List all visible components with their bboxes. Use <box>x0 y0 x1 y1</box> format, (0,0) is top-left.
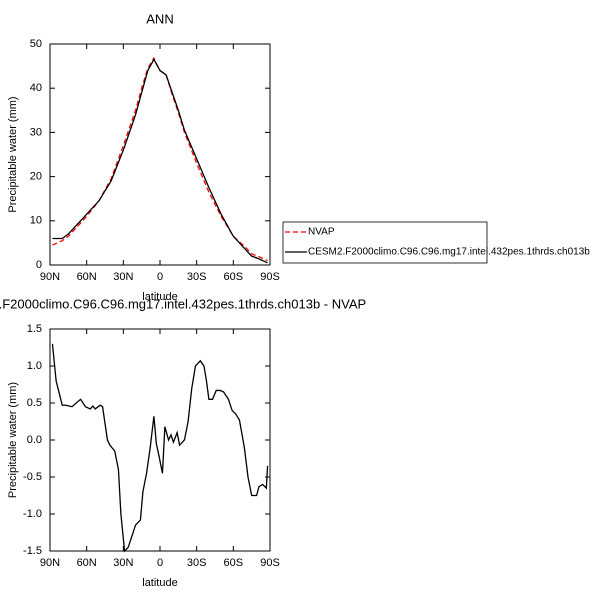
y-tick-label: 1.0 <box>27 360 42 372</box>
y-tick-label: 30 <box>30 126 42 138</box>
chart-title: CESM2.F2000climo.C96.C96.mg17.intel.432p… <box>0 296 366 311</box>
y-tick-label: -1.5 <box>23 545 42 557</box>
x-tick-label: 90N <box>40 557 60 569</box>
x-axis-label: latitude <box>142 577 177 589</box>
x-tick-label: 90S <box>260 271 280 283</box>
y-tick-label: 0.5 <box>27 397 42 409</box>
x-tick-label: 30S <box>187 271 207 283</box>
x-tick-label: 30S <box>187 557 207 569</box>
x-tick-label: 0 <box>157 271 163 283</box>
x-tick-label: 60N <box>77 557 97 569</box>
y-tick-label: 50 <box>30 38 42 50</box>
y-tick-label: -1.0 <box>23 508 42 520</box>
plot-frame <box>49 43 271 266</box>
x-tick-label: 30N <box>113 557 133 569</box>
x-tick-label: 60S <box>224 271 244 283</box>
x-tick-label: 30N <box>113 271 133 283</box>
y-tick-label: -0.5 <box>23 471 42 483</box>
y-tick-label: 10 <box>30 215 42 227</box>
chart-title: ANN <box>146 11 173 26</box>
legend-label: CESM2.F2000climo.C96.C96.mg17.intel.432p… <box>308 247 590 258</box>
plot-frame <box>49 328 271 552</box>
x-tick-label: 90N <box>40 271 60 283</box>
data-line <box>52 58 268 264</box>
y-axis-label: Precipitable water (mm) <box>7 96 19 212</box>
y-tick-label: 0.0 <box>27 434 42 446</box>
data-line <box>52 56 268 262</box>
legend-box <box>282 221 488 264</box>
y-tick-label: 40 <box>30 82 42 94</box>
legend-label: NVAP <box>308 227 335 238</box>
x-tick-label: 60S <box>224 557 244 569</box>
x-tick-label: 0 <box>157 557 163 569</box>
x-axis-label: latitude <box>142 291 177 303</box>
x-tick-label: 60N <box>77 271 97 283</box>
y-tick-label: 1.5 <box>27 323 42 335</box>
y-tick-label: 20 <box>30 171 42 183</box>
x-tick-label: 90S <box>260 557 280 569</box>
y-axis-label: Precipitable water (mm) <box>7 382 19 498</box>
data-line <box>51 343 269 553</box>
y-tick-label: 0 <box>36 259 42 271</box>
